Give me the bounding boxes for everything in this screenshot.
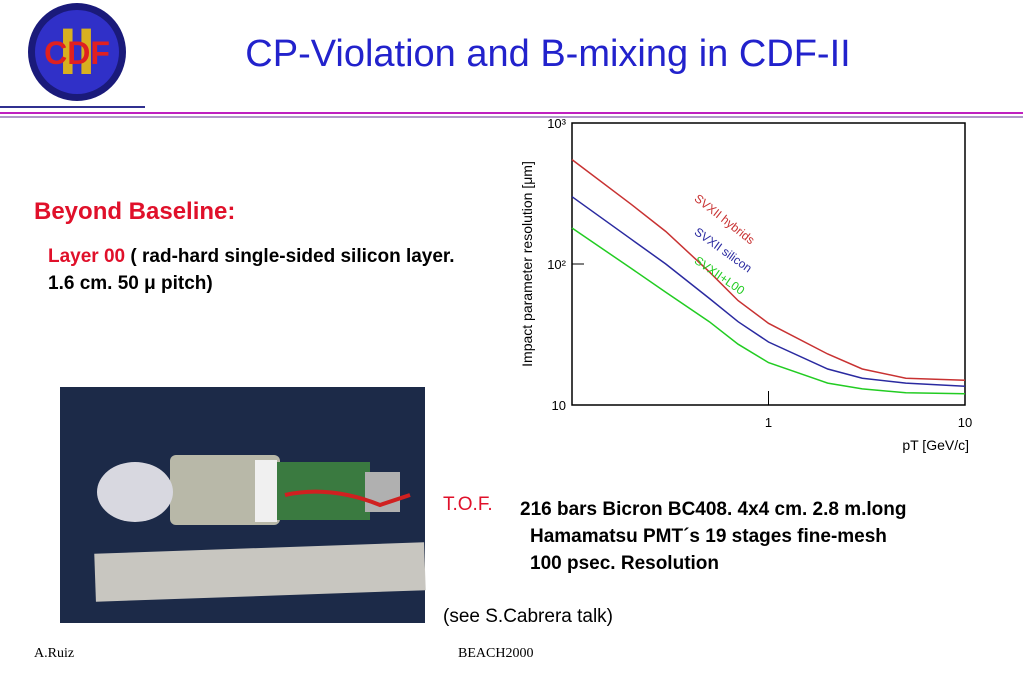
section-heading: Beyond Baseline: [34, 198, 236, 225]
series-line [571, 159, 966, 381]
x-axis-label: pT [GeV/c] [902, 437, 969, 453]
series-line [571, 227, 966, 395]
y-axis-label: Impact parameter resolution [μm] [519, 161, 535, 367]
tof-label: T.O.F. [443, 494, 493, 515]
chart: 10 10² 10³ 1 10 pT [GeV/c] Impact parameter re… [519, 116, 972, 453]
x-tick-label: 1 [765, 415, 772, 430]
y-tick-label: 10³ [547, 116, 566, 131]
tof-line: Hamamatsu PMT´s 19 stages fine-mesh [530, 526, 887, 547]
footer-center: BEACH2000 [458, 646, 534, 661]
footer-left: A.Ruiz [34, 646, 75, 661]
photo [60, 387, 426, 623]
series-line [571, 196, 966, 387]
tof-line: 216 bars Bicron BC408. 4x4 cm. 2.8 m.lon… [520, 499, 907, 520]
logo-main: CDF [44, 35, 110, 71]
tof-line: 100 psec. Resolution [530, 553, 720, 574]
y-tick-label: 10 [552, 398, 566, 413]
x-tick-label: 10 [958, 415, 972, 430]
slide-title: CP-Violation and B-mixing in CDF-II [245, 33, 850, 75]
layer-text: Layer 00 ( rad-hard single-sided silicon… [48, 243, 478, 297]
tof-lines: 216 bars Bicron BC408. 4x4 cm. 2.8 m.lon… [520, 496, 907, 577]
layer-label: Layer 00 [48, 246, 126, 267]
logo-disc [35, 10, 119, 94]
layer-desc: ( rad-hard single-sided silicon layer. 1… [48, 246, 455, 294]
logo-overlay: II [59, 14, 96, 88]
tof-note: (see S.Cabrera talk) [443, 606, 614, 627]
y-tick-label: 10² [547, 257, 566, 272]
